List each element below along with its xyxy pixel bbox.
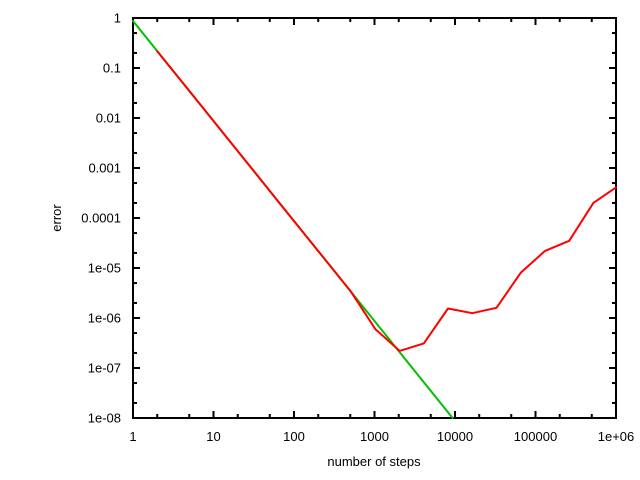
x-tick-label: 1e+06 [598, 429, 635, 444]
x-tick-label: 1000 [360, 429, 389, 444]
plot-border [132, 17, 617, 419]
x-tick-label: 10000 [437, 429, 473, 444]
y-tick-label: 0.1 [103, 61, 121, 76]
y-tick-label: 1e-05 [88, 261, 121, 276]
y-tick-label: 1e-08 [88, 411, 121, 426]
y-axis-title: error [49, 204, 64, 232]
x-tick-label: 1 [129, 429, 136, 444]
y-tick-label: 1 [114, 11, 121, 26]
x-tick-label: 10 [206, 429, 220, 444]
y-tick-label: 0.0001 [81, 211, 121, 226]
x-tick-label: 100000 [514, 429, 557, 444]
y-tick-label: 1e-06 [88, 311, 121, 326]
y-tick-label: 0.001 [88, 161, 121, 176]
x-axis-title: number of steps [327, 454, 421, 469]
x-tick-label: 100 [283, 429, 305, 444]
error-curve [156, 50, 617, 352]
y-tick-label: 1e-07 [88, 361, 121, 376]
y-tick-label: 0.01 [96, 111, 121, 126]
